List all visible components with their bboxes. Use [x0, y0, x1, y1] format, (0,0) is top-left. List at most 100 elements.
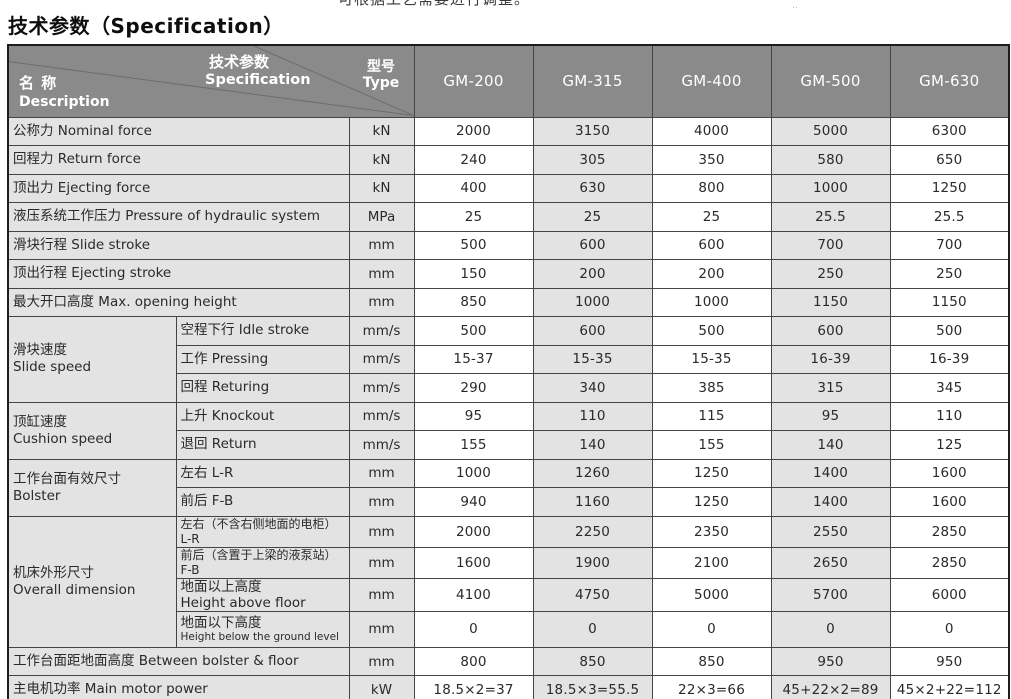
value-cell: 18.5×3=55.5 [532, 675, 653, 699]
model-header-gm400: GM-400 [651, 44, 772, 118]
row-label-cell: 顶出力 Ejecting force [7, 173, 350, 203]
value-cell: 1600 [889, 458, 1010, 488]
value-cell: 2000 [413, 515, 534, 548]
value-cell: 1400 [770, 487, 891, 517]
value-cell: 500 [889, 316, 1010, 346]
sub-label-cell: 左右（不含右侧地面的电柜）L-R [175, 515, 350, 548]
row-label-cell: 顶出行程 Ejecting stroke [7, 259, 350, 289]
table-row: 顶缸速度 Cushion speed 上升 Knockout mm/s 95 110 11… [7, 401, 1010, 460]
value-cell: 500 [413, 230, 534, 260]
value-cell: 1250 [651, 458, 772, 488]
value-cell: 155 [413, 430, 534, 460]
value-cell: 400 [413, 173, 534, 203]
table-row: 工作 Pressing mm/s 15-37 15-35 15-35 16-39 16-39 [8, 344, 1010, 374]
value-cell: 850 [651, 646, 772, 677]
group-label-cell: 顶缸速度 Cushion speed [7, 401, 177, 460]
value-cell: 315 [770, 373, 891, 403]
value-cell: 500 [413, 316, 534, 346]
value-cell: 2350 [651, 515, 772, 548]
value-cell: 850 [532, 646, 653, 677]
value-cell: 2550 [770, 515, 891, 548]
value-cell: 25 [413, 202, 534, 232]
value-cell: 630 [532, 173, 653, 203]
value-cell: 200 [532, 259, 653, 289]
value-cell: 1000 [532, 287, 653, 317]
value-cell: 25 [532, 202, 653, 232]
value-cell: 1000 [651, 287, 772, 317]
table-row: 滑块行程 Slide stroke mm 500 600 600 700 700 [7, 230, 1010, 260]
unit-cell: mm [348, 646, 415, 677]
corner-name-zh: 名 称 [19, 74, 58, 93]
value-cell: 290 [413, 373, 534, 403]
value-cell: 15-35 [651, 344, 772, 374]
value-cell: 600 [532, 316, 653, 346]
value-cell: 385 [651, 373, 772, 403]
value-cell: 3150 [532, 116, 653, 146]
value-cell: 345 [889, 373, 1010, 403]
unit-cell: mm/s [348, 401, 415, 431]
model-header-gm500: GM-500 [770, 44, 891, 118]
value-cell: 6000 [889, 577, 1010, 612]
value-cell: 25 [651, 202, 772, 232]
sub-label-line1: 地面以上高度 [180, 578, 262, 595]
table-row: 工作台面有效尺寸 Bolster 左右 L-R mm 1000 1260 1250 1400… [7, 458, 1010, 517]
sub-label-cell: 前后（含置于上梁的液泵站）F-B [175, 546, 350, 579]
sub-label-line2: Height below the ground level [180, 631, 339, 644]
value-cell: 16-39 [770, 344, 891, 374]
spec-table: 技术参数 Specification 名 称 Description 型号 Ty… [7, 44, 1011, 699]
value-cell: 95 [770, 401, 891, 431]
value-cell: 200 [651, 259, 772, 289]
unit-cell: kW [348, 675, 415, 699]
diagonal-lines [9, 46, 414, 117]
model-header-gm315: GM-315 [532, 44, 653, 118]
value-cell: 1000 [770, 173, 891, 203]
cropped-top-note: 可根据工艺需要进行调整。 [338, 0, 598, 7]
model-header-gm630: GM-630 [889, 44, 1010, 118]
corner-spec-zh: 技术参数 [208, 53, 269, 71]
unit-cell: mm [348, 515, 415, 548]
value-cell: 250 [889, 259, 1010, 289]
table-row: 退回 Return mm/s 155 140 155 140 125 [8, 430, 1010, 460]
sub-label-cell: 回程 Returing [175, 373, 350, 403]
value-cell: 950 [770, 646, 891, 677]
table-row: 公称力 Nominal force kN 2000 3150 4000 5000 6300 [7, 116, 1010, 146]
unit-cell: mm [348, 487, 415, 517]
value-cell: 2250 [532, 515, 653, 548]
corner-type-en: Type [362, 75, 400, 92]
corner-spec-en: Specification [205, 72, 311, 88]
value-cell: 580 [770, 145, 891, 175]
table-row: 最大开口高度 Max. opening height mm 850 1000 1000 1… [7, 287, 1010, 317]
value-cell: 1000 [413, 458, 534, 488]
value-cell: 25.5 [889, 202, 1010, 232]
table-row: 液压系统工作压力 Pressure of hydraulic system MPa… [7, 202, 1010, 232]
table-row: 前后（含置于上梁的液泵站）F-B mm 1600 1900 2100 2650 2850 [8, 546, 1010, 579]
value-cell: 140 [532, 430, 653, 460]
table-row: 顶出行程 Ejecting stroke mm 150 200 200 250 250 [7, 259, 1010, 289]
value-cell: 150 [413, 259, 534, 289]
value-cell: 0 [532, 610, 653, 648]
row-label-cell: 公称力 Nominal force [7, 116, 350, 146]
corner-name-en: Description [19, 94, 110, 111]
group-label-cell: 滑块速度 Slide speed [7, 316, 177, 403]
value-cell: 22×3=66 [651, 675, 772, 699]
value-cell: 340 [532, 373, 653, 403]
value-cell: 15-37 [413, 344, 534, 374]
row-label-cell: 工作台面距地面高度 Between bolster & floor [7, 646, 350, 677]
row-label-cell: 液压系统工作压力 Pressure of hydraulic system [7, 202, 350, 232]
value-cell: 2000 [413, 116, 534, 146]
faint-artifact: ‥ [792, 1, 799, 11]
table-row: 机床外形尺寸 Overall dimension 左右（不含右侧地面的电柜）L-R… [7, 515, 1010, 648]
table-row: 滑块速度 Slide speed 空程下行 Idle stroke mm/s 500 6… [7, 316, 1010, 403]
value-cell: 1600 [413, 546, 534, 579]
value-cell: 155 [651, 430, 772, 460]
value-cell: 1150 [889, 287, 1010, 317]
sub-label-line2: Height above floor [180, 594, 306, 611]
value-cell: 1900 [532, 546, 653, 579]
value-cell: 0 [770, 610, 891, 648]
sub-label-cell: 前后 F-B [175, 487, 350, 517]
unit-cell: mm/s [348, 344, 415, 374]
value-cell: 4000 [651, 116, 772, 146]
value-cell: 45×2+22=112 [889, 675, 1010, 699]
value-cell: 18.5×2=37 [413, 675, 534, 699]
value-cell: 110 [532, 401, 653, 431]
